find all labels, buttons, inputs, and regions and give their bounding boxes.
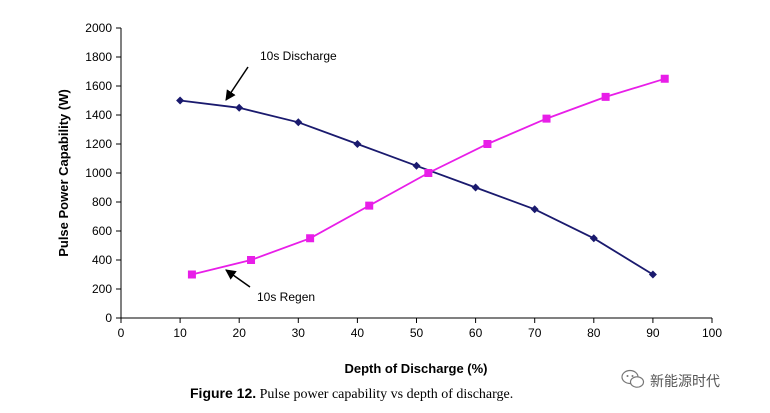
data-point-10s-discharge [589, 234, 598, 243]
x-tick-label: 70 [528, 326, 542, 340]
data-point-10s-regen [306, 234, 315, 243]
data-point-10s-discharge [353, 140, 362, 148]
y-tick-label: 600 [92, 224, 112, 238]
watermark-text: 新能源时代 [650, 374, 720, 390]
y-tick-label: 1800 [85, 50, 112, 64]
data-point-10s-discharge [412, 161, 421, 170]
x-tick-label: 90 [646, 326, 660, 340]
x-tick-label: 80 [587, 326, 601, 340]
data-point-10s-regen [247, 256, 256, 264]
data-point-10s-discharge [176, 96, 185, 105]
watermark: 新能源时代 [621, 369, 720, 390]
y-tick-label: 2000 [85, 21, 112, 35]
series-10s-discharge [176, 96, 657, 279]
data-point-10s-regen [601, 92, 610, 101]
y-tick-label: 400 [92, 253, 112, 267]
x-tick-label: 30 [292, 326, 306, 340]
data-point-10s-discharge [235, 103, 244, 112]
series [176, 74, 669, 279]
data-point-10s-discharge [471, 183, 480, 192]
data-point-10s-regen [187, 270, 196, 279]
y-axis-title: Pulse Power Capability (W) [56, 89, 71, 257]
tick-labels: 0 200 400 600 800 1000 1200 1400 1600 1800 2000 0 10… [85, 21, 722, 340]
annotations: 10s Discharge 10s Regen [225, 49, 337, 304]
data-point-10s-regen [365, 201, 374, 210]
y-tick-label: 800 [92, 195, 112, 209]
y-tick-label: 0 [105, 311, 112, 325]
y-tick-label: 1000 [85, 166, 112, 180]
data-point-10s-discharge [648, 270, 657, 279]
data-point-10s-regen [660, 74, 669, 83]
wechat-icon [621, 369, 645, 388]
x-tick-label: 0 [118, 326, 125, 340]
x-tick-label: 60 [469, 326, 483, 340]
y-tick-label: 1200 [85, 137, 112, 151]
figure-caption: Figure 12. Pulse power capability vs dep… [190, 385, 513, 402]
y-tick-label: 1600 [85, 79, 112, 93]
y-tick-label: 200 [92, 282, 112, 296]
data-point-10s-regen [424, 169, 433, 177]
series-10s-regen [187, 74, 669, 279]
axes [116, 27, 713, 323]
x-tick-label: 50 [410, 326, 424, 340]
x-tick-label: 40 [351, 326, 365, 340]
x-axis-title: Depth of Discharge (%) [344, 361, 487, 376]
data-point-10s-discharge [294, 118, 303, 127]
caption-text: Pulse power capability vs depth of disch… [256, 387, 513, 402]
x-tick-label: 100 [702, 326, 722, 340]
x-tick-label: 20 [233, 326, 247, 340]
regen-annotation-label: 10s Regen [257, 290, 315, 304]
series-line-10s-discharge [179, 99, 654, 276]
data-point-10s-regen [483, 140, 492, 148]
regen-annotation-arrow [225, 269, 251, 288]
x-tick-label: 10 [173, 326, 187, 340]
data-point-10s-regen [542, 114, 551, 123]
data-point-10s-discharge [530, 205, 539, 214]
y-tick-label: 1400 [85, 108, 112, 122]
svg-text:Figure 12. Pulse power capabil: Figure 12. Pulse power capability vs dep… [190, 385, 513, 402]
caption-label: Figure 12. [190, 385, 256, 401]
discharge-annotation-label: 10s Discharge [260, 49, 337, 63]
discharge-annotation-arrow [225, 66, 249, 101]
